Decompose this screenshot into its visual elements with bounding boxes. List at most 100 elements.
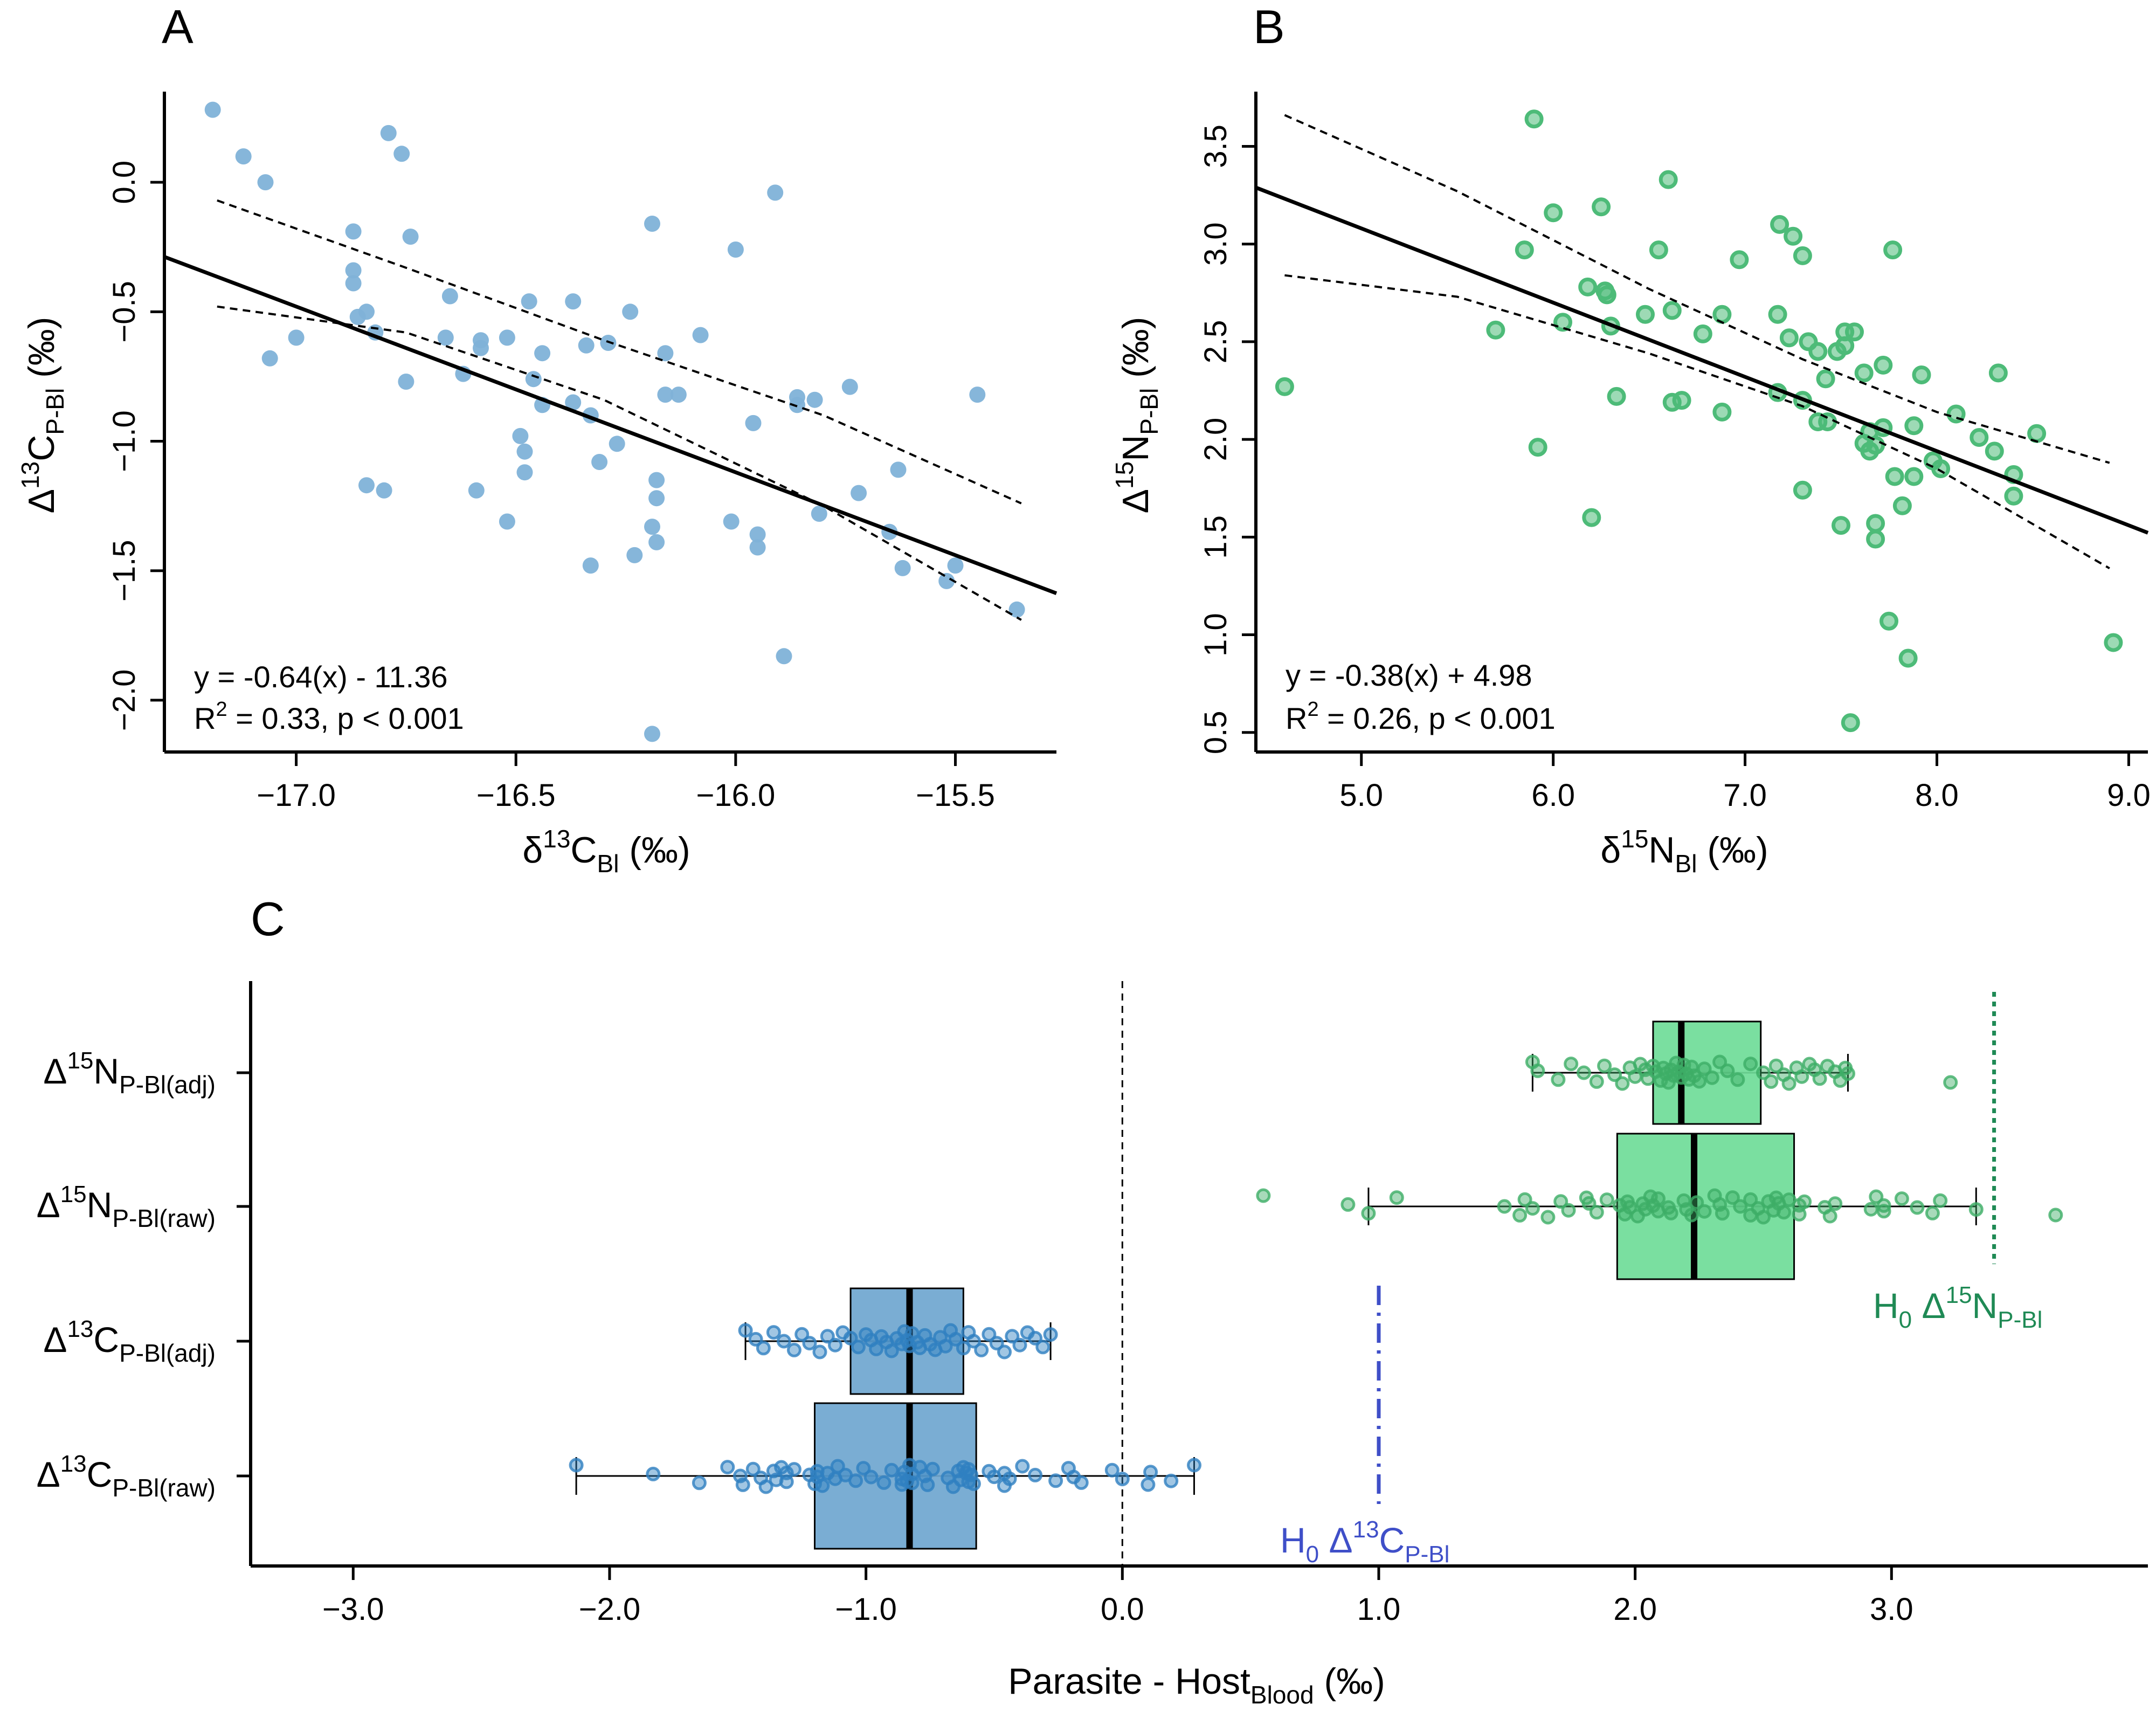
panel-a-y-tick-label: 0.0 [107, 161, 142, 204]
strip-point [997, 1344, 1012, 1360]
panel-b-point [1898, 648, 1918, 668]
strip-point [1599, 1192, 1614, 1208]
strip-point [692, 1475, 707, 1491]
strip-point [982, 1327, 997, 1342]
panel-b-y-ticks: 0.5 1.0 1.5 2.0 2.5 3.0 3.5 [1198, 125, 1256, 754]
panel-b-point [1712, 402, 1732, 422]
strip-point [848, 1473, 863, 1488]
panel-b-x-tick-label: 8.0 [1915, 778, 1959, 813]
panel-b-point [1515, 240, 1534, 260]
strip-point [1002, 1471, 1017, 1486]
panel-c-x-tick-label: −3.0 [322, 1592, 384, 1627]
panel-a-point [626, 547, 643, 563]
strip-point [1597, 1058, 1612, 1073]
panel-b-y-tick-label: 3.5 [1198, 125, 1233, 168]
strip-point [758, 1479, 773, 1494]
strip-point [830, 1459, 845, 1474]
strip-point [989, 1336, 1004, 1351]
strip-point [1712, 1054, 1727, 1070]
strip-point [1615, 1076, 1630, 1091]
panel-b-point [1662, 301, 1682, 320]
panel-a-point [441, 288, 458, 305]
panel-a-x-tick-label: −16.5 [476, 778, 556, 813]
strip-point [1794, 1069, 1809, 1084]
strip-point [1777, 1205, 1791, 1220]
strip-point [820, 1329, 835, 1344]
strip-point [786, 1342, 801, 1357]
strip-point [876, 1475, 892, 1490]
strip-point [1704, 1070, 1719, 1085]
strip-point [1141, 1477, 1156, 1492]
panel-b-point [1832, 516, 1850, 535]
panel-b-point [1592, 197, 1611, 217]
strip-point [748, 1331, 763, 1347]
panel-a-confidence-upper [217, 199, 1022, 505]
panel-a-point [499, 513, 515, 530]
panel-b-x-ticks: 5.0 6.0 7.0 8.0 9.0 [1339, 752, 2151, 813]
panel-b-point [1866, 514, 1885, 533]
strip-point [1164, 1473, 1179, 1488]
panel-a-point [516, 443, 533, 460]
strip-point [828, 1337, 842, 1353]
box-row [738, 1287, 1058, 1395]
panel-a-point [767, 184, 784, 201]
panel-b-point [1793, 480, 1812, 500]
strip-point [1764, 1074, 1779, 1089]
strip-point [1663, 1205, 1678, 1220]
panel-a-point [288, 329, 305, 346]
panel-c-row-labels: Δ15NP-Bl(adj) Δ15NP-Bl(raw) Δ13CP-Bl(adj) Δ… [37, 1047, 251, 1502]
panel-b-point [1793, 246, 1812, 265]
panel-b-point [1768, 305, 1787, 324]
strip-point [1028, 1467, 1043, 1482]
panel-b-point [1672, 391, 1691, 410]
strip-point [1074, 1475, 1089, 1490]
strip-point [779, 1474, 794, 1489]
strip-point [1725, 1190, 1740, 1205]
strip-point [1015, 1459, 1030, 1474]
panel-c-x-tick-label: 0.0 [1101, 1592, 1144, 1627]
panel-b-y-tick-label: 2.5 [1198, 320, 1233, 364]
strip-point [1756, 1210, 1771, 1225]
panel-b-regression-line [1255, 185, 2149, 535]
strip-point [948, 1331, 963, 1347]
strip-point [1607, 1067, 1622, 1082]
panel-a-lines [163, 199, 1058, 621]
panel-a-x-tick-label: −17.0 [257, 778, 336, 813]
strip-point [1035, 1340, 1051, 1355]
strip-point [1841, 1066, 1855, 1081]
panel-b-point [1885, 467, 1904, 486]
strip-point [1692, 1074, 1707, 1089]
panel-a-point [376, 482, 392, 499]
strip-point [1256, 1188, 1271, 1203]
strip-point [1910, 1200, 1925, 1215]
strip-point [1933, 1193, 1948, 1208]
strip-point [738, 1323, 753, 1338]
panel-c-x-tick-label: −2.0 [579, 1592, 641, 1627]
strip-point [966, 1476, 981, 1491]
strip-point [1577, 1065, 1591, 1080]
strip-point [745, 1461, 761, 1476]
panel-b-point [1712, 305, 1732, 324]
panel-a-r-squared: R2 = 0.33, p < 0.001 [194, 698, 464, 735]
panel-b-point [1524, 109, 1544, 129]
panel-a-point [499, 329, 515, 346]
panel-a-point [345, 223, 362, 240]
box-row [1525, 1020, 1958, 1125]
panel-c: C −3.0 −2.0 −1.0 0.0 1.0 2.0 3.0 Δ15NP-Bl(adj)… [37, 892, 2148, 1709]
panel-b-points [1275, 109, 2123, 733]
strip-point [1581, 1196, 1597, 1211]
strip-point [1028, 1330, 1043, 1346]
panel-a-point [257, 174, 274, 191]
strip-point [794, 1327, 810, 1342]
strip-point [1828, 1196, 1843, 1211]
panel-a-y-tick-label: −2.0 [107, 670, 142, 732]
strip-point [1792, 1206, 1807, 1222]
strip-point [1512, 1208, 1528, 1223]
panel-b-point [1770, 215, 1789, 234]
panel-b-x-tick-label: 5.0 [1339, 778, 1383, 813]
strip-point [1863, 1202, 1878, 1217]
panel-a-point [723, 513, 740, 530]
strip-point [1143, 1465, 1158, 1480]
strip-point [1968, 1202, 1984, 1217]
panel-a-point [749, 526, 766, 543]
